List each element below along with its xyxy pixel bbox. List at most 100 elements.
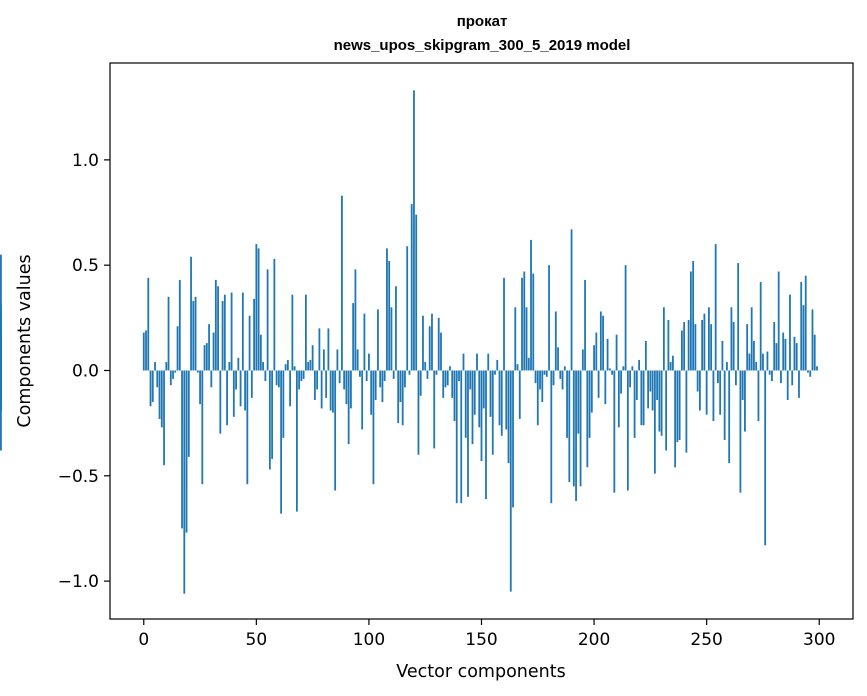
bar-182	[552, 370, 555, 386]
bar-143	[464, 370, 467, 438]
bar-83	[329, 370, 332, 411]
bar-66	[291, 294, 294, 371]
bar-269	[748, 353, 751, 371]
bar-53	[262, 362, 264, 371]
bar-63	[284, 364, 287, 371]
bar-98	[363, 313, 366, 371]
bar-123	[419, 370, 422, 396]
bar-109	[388, 260, 391, 371]
bar-211	[617, 370, 620, 428]
bar-221	[640, 370, 643, 426]
bar-107	[383, 370, 386, 382]
bar-156	[494, 370, 496, 375]
bar-273	[757, 370, 760, 422]
bar-30	[210, 370, 213, 388]
bar-104	[377, 309, 379, 371]
bar-295	[807, 370, 809, 373]
bar-282	[777, 271, 780, 371]
x-tick-label: 200	[578, 630, 610, 650]
bar-162	[507, 370, 510, 464]
bar-88	[341, 195, 343, 371]
bar-233	[667, 319, 670, 371]
bar-207	[608, 368, 611, 371]
bar-112	[395, 286, 397, 371]
bar-70	[300, 370, 303, 382]
bar-240	[683, 322, 686, 371]
bar-8	[160, 370, 163, 428]
bar-89	[343, 370, 346, 390]
bar-7	[158, 370, 161, 419]
bar-261	[730, 307, 733, 371]
bar-17	[181, 370, 183, 529]
bar-29	[208, 324, 210, 371]
bar-237	[676, 370, 679, 443]
bar-93	[352, 303, 355, 371]
bar-246	[696, 370, 699, 392]
bar-134	[444, 370, 447, 388]
bar-85	[334, 370, 337, 491]
bar-64	[286, 359, 289, 371]
bar-117	[406, 246, 409, 371]
bar-239	[680, 330, 683, 371]
bar-68	[295, 370, 298, 512]
bar-238	[678, 370, 681, 440]
bar-157	[496, 359, 499, 371]
bar-259	[726, 362, 728, 371]
bar-133	[442, 370, 445, 398]
bar-169	[523, 271, 526, 371]
bar-274	[759, 282, 762, 371]
bar-32	[214, 279, 217, 371]
bar-43	[239, 370, 242, 407]
bar-105	[379, 370, 382, 388]
x-tick-label: 150	[465, 630, 497, 650]
bar-138	[453, 370, 456, 422]
bar-37	[226, 370, 228, 426]
bar-165	[514, 307, 517, 371]
bar-122	[417, 370, 420, 455]
bar-229	[658, 370, 661, 432]
bar-176	[539, 370, 541, 390]
bar-15	[176, 326, 179, 371]
bar-250	[705, 370, 708, 415]
bar-108	[386, 248, 388, 371]
bar-244	[692, 260, 695, 371]
bar-128	[431, 313, 433, 371]
bar-256	[719, 370, 722, 415]
bar-9	[163, 370, 165, 466]
bar-69	[298, 370, 301, 390]
bar-180	[548, 265, 550, 371]
bar-251	[708, 307, 710, 371]
bar-92	[350, 370, 352, 409]
bar-204	[602, 315, 604, 371]
bar-264	[737, 263, 740, 371]
bar-148	[476, 353, 478, 371]
bar-181	[550, 370, 553, 504]
bar-289	[793, 336, 796, 371]
bar-113	[397, 370, 400, 424]
bar-278	[768, 370, 771, 375]
bar-1	[145, 330, 147, 371]
bar-149	[478, 370, 481, 428]
bar-42	[237, 357, 240, 371]
bar-228	[656, 370, 659, 400]
bar-62	[282, 370, 285, 438]
bar-185	[559, 370, 562, 379]
bar-218	[633, 370, 636, 438]
bar-267	[744, 370, 746, 432]
bar-135	[446, 370, 449, 386]
bar-35	[221, 300, 224, 371]
bar-147	[473, 370, 476, 415]
bar-196	[584, 279, 586, 371]
y-tick-label: 0.0	[72, 361, 99, 381]
bar-3	[149, 370, 152, 407]
bar-190	[570, 229, 573, 371]
bar-209	[613, 370, 616, 493]
bar-78	[318, 328, 321, 371]
chart-subtitle: news_upos_skipgram_300_5_2019 model	[334, 37, 631, 54]
bar-24	[196, 370, 199, 373]
bar-227	[653, 370, 656, 474]
bar-260	[728, 370, 731, 464]
bar-56	[268, 370, 271, 470]
bar-171	[527, 357, 530, 371]
bar-155	[491, 370, 494, 455]
